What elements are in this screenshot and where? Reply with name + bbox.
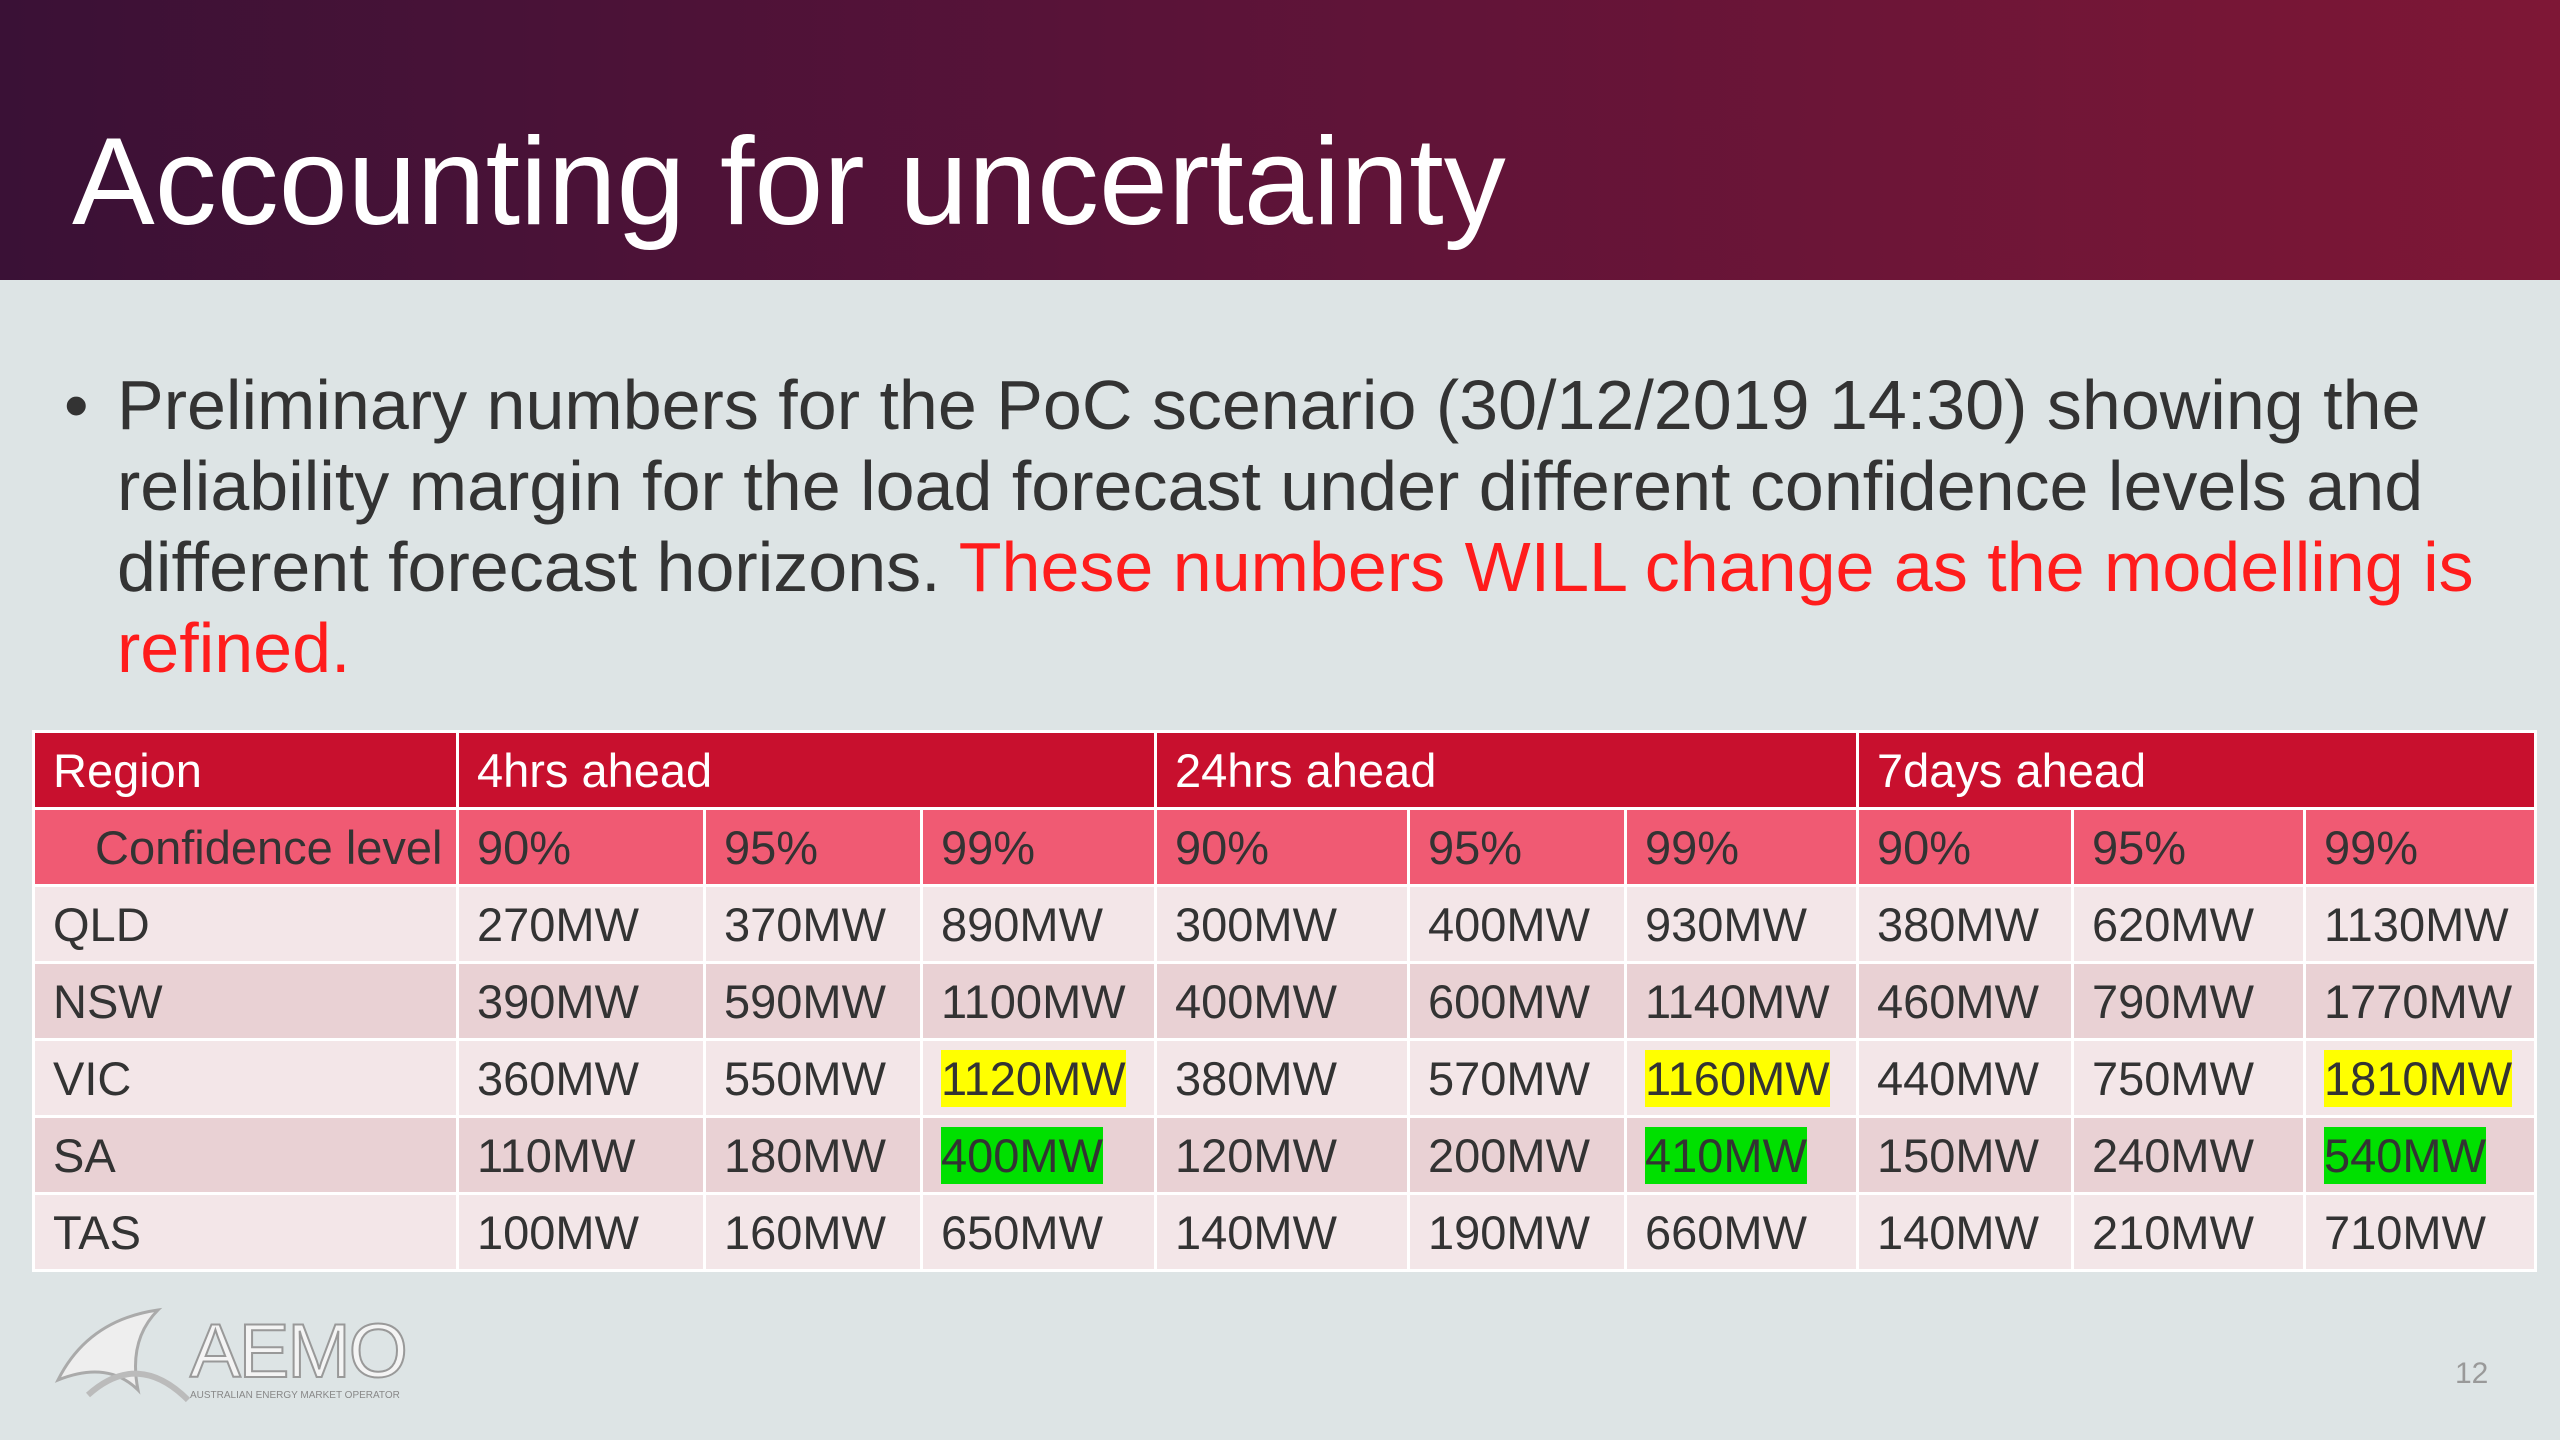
- value-cell: 110MW: [456, 1115, 706, 1195]
- logo-subtitle: AUSTRALIAN ENERGY MARKET OPERATOR: [190, 1390, 400, 1401]
- highlighted-value: 1810MW: [2324, 1049, 2513, 1107]
- value-cell: 140MW: [1856, 1192, 2075, 1272]
- value-cell: 930MW: [1624, 884, 1860, 964]
- subheader-cell: Confidence level: [32, 807, 459, 887]
- highlighted-value: 540MW: [2324, 1126, 2486, 1184]
- value-cell: 380MW: [1154, 1038, 1411, 1118]
- highlighted-value: 1160MW: [1645, 1049, 1830, 1107]
- value-cell: 890MW: [919, 884, 1158, 964]
- value-cell: 1120MW: [919, 1038, 1158, 1118]
- value-cell: 460MW: [1856, 961, 2075, 1041]
- data-row: TAS 100MW 160MW 650MW 140MW 190MW 660MW 140MW 21…: [32, 1192, 2538, 1272]
- value-cell: 440MW: [1856, 1038, 2075, 1118]
- value-cell: 400MW: [919, 1115, 1158, 1195]
- subheader-cell: 90%: [1154, 807, 1411, 887]
- margin-table: Region 4hrs ahead 24hrs ahead 7days ahead Co…: [32, 730, 2538, 1272]
- region-cell: TAS: [32, 1192, 459, 1272]
- value-cell: 1130MW: [2303, 884, 2538, 964]
- subheader-cell: 90%: [456, 807, 706, 887]
- value-cell: 660MW: [1624, 1192, 1860, 1272]
- data-row: VIC 360MW 550MW 1120MW 380MW 570MW 1160MW 440MW…: [32, 1038, 2538, 1118]
- value-cell: 1810MW: [2303, 1038, 2538, 1118]
- value-cell: 1770MW: [2303, 961, 2538, 1041]
- logo-text: AEMO: [189, 1308, 409, 1395]
- highlighted-value: 1120MW: [941, 1049, 1126, 1107]
- value-cell: 240MW: [2071, 1115, 2307, 1195]
- value-cell: 270MW: [456, 884, 706, 964]
- value-cell: 1140MW: [1624, 961, 1860, 1041]
- header-band: [0, 0, 2560, 280]
- value-cell: 100MW: [456, 1192, 706, 1272]
- logo-mark: [54, 1307, 191, 1403]
- value-cell: 400MW: [1154, 961, 1411, 1041]
- region-cell: VIC: [32, 1038, 459, 1118]
- value-cell: 200MW: [1407, 1115, 1628, 1195]
- value-cell: 390MW: [456, 961, 706, 1041]
- data-row: SA 110MW 180MW 400MW 120MW 200MW 410MW 150MW 240…: [32, 1115, 2538, 1195]
- value-cell: 750MW: [2071, 1038, 2307, 1118]
- value-cell: 190MW: [1407, 1192, 1628, 1272]
- bullet-body: Preliminary numbers for the PoC scenario…: [117, 366, 2424, 606]
- value-cell: 140MW: [1154, 1192, 1411, 1272]
- value-cell: 180MW: [703, 1115, 923, 1195]
- value-cell: 400MW: [1407, 884, 1628, 964]
- bullet-dot: •: [64, 366, 89, 444]
- bullet-emphasis: These numbers WILL change as the modelli…: [117, 528, 2474, 687]
- subheader-cell: 95%: [703, 807, 923, 887]
- value-cell: 790MW: [2071, 961, 2307, 1041]
- value-cell: 620MW: [2071, 884, 2307, 964]
- data-row: QLD 270MW 370MW 890MW 300MW 400MW 930MW 380MW 62…: [32, 884, 2538, 964]
- subheader-cell: 99%: [1624, 807, 1860, 887]
- value-cell: 590MW: [703, 961, 923, 1041]
- group-header-row: Region 4hrs ahead 24hrs ahead 7days ahead: [32, 730, 2538, 810]
- value-cell: 570MW: [1407, 1038, 1628, 1118]
- subheader-cell: 95%: [1407, 807, 1628, 887]
- value-cell: 410MW: [1624, 1115, 1860, 1195]
- subheader-cell: 95%: [2071, 807, 2307, 887]
- group-header-cell: 24hrs ahead: [1154, 730, 1860, 810]
- value-cell: 160MW: [703, 1192, 923, 1272]
- subheader-cell: 99%: [2303, 807, 2538, 887]
- subheader-row: Confidence level 90% 95% 99% 90% 95% 99% 90% 95%…: [32, 807, 2538, 887]
- group-header-cell: 7days ahead: [1856, 730, 2538, 810]
- page-number: 12: [2455, 1357, 2489, 1390]
- value-cell: 550MW: [703, 1038, 923, 1118]
- region-cell: SA: [32, 1115, 459, 1195]
- value-cell: 600MW: [1407, 961, 1628, 1041]
- subheader-cell: 90%: [1856, 807, 2075, 887]
- highlighted-value: 410MW: [1645, 1126, 1807, 1184]
- value-cell: 300MW: [1154, 884, 1411, 964]
- highlighted-value: 400MW: [941, 1126, 1103, 1184]
- slide-title: Accounting for uncertainty: [72, 113, 1506, 251]
- subheader-cell: 99%: [919, 807, 1158, 887]
- region-cell: QLD: [32, 884, 459, 964]
- value-cell: 150MW: [1856, 1115, 2075, 1195]
- value-cell: 1160MW: [1624, 1038, 1860, 1118]
- value-cell: 650MW: [919, 1192, 1158, 1272]
- group-header-cell: 4hrs ahead: [455, 730, 1158, 810]
- value-cell: 540MW: [2303, 1115, 2538, 1195]
- region-cell: NSW: [32, 961, 459, 1041]
- bullet-text: Preliminary numbers for the PoC scenario…: [117, 365, 2497, 689]
- value-cell: 380MW: [1856, 884, 2075, 964]
- value-cell: 120MW: [1154, 1115, 1411, 1195]
- value-cell: 360MW: [456, 1038, 706, 1118]
- group-header-cell: Region: [32, 730, 459, 810]
- value-cell: 1100MW: [919, 961, 1158, 1041]
- value-cell: 710MW: [2303, 1192, 2538, 1272]
- data-row: NSW 390MW 590MW 1100MW 400MW 600MW 1140MW 460MW…: [32, 961, 2538, 1041]
- value-cell: 370MW: [703, 884, 923, 964]
- value-cell: 210MW: [2071, 1192, 2307, 1272]
